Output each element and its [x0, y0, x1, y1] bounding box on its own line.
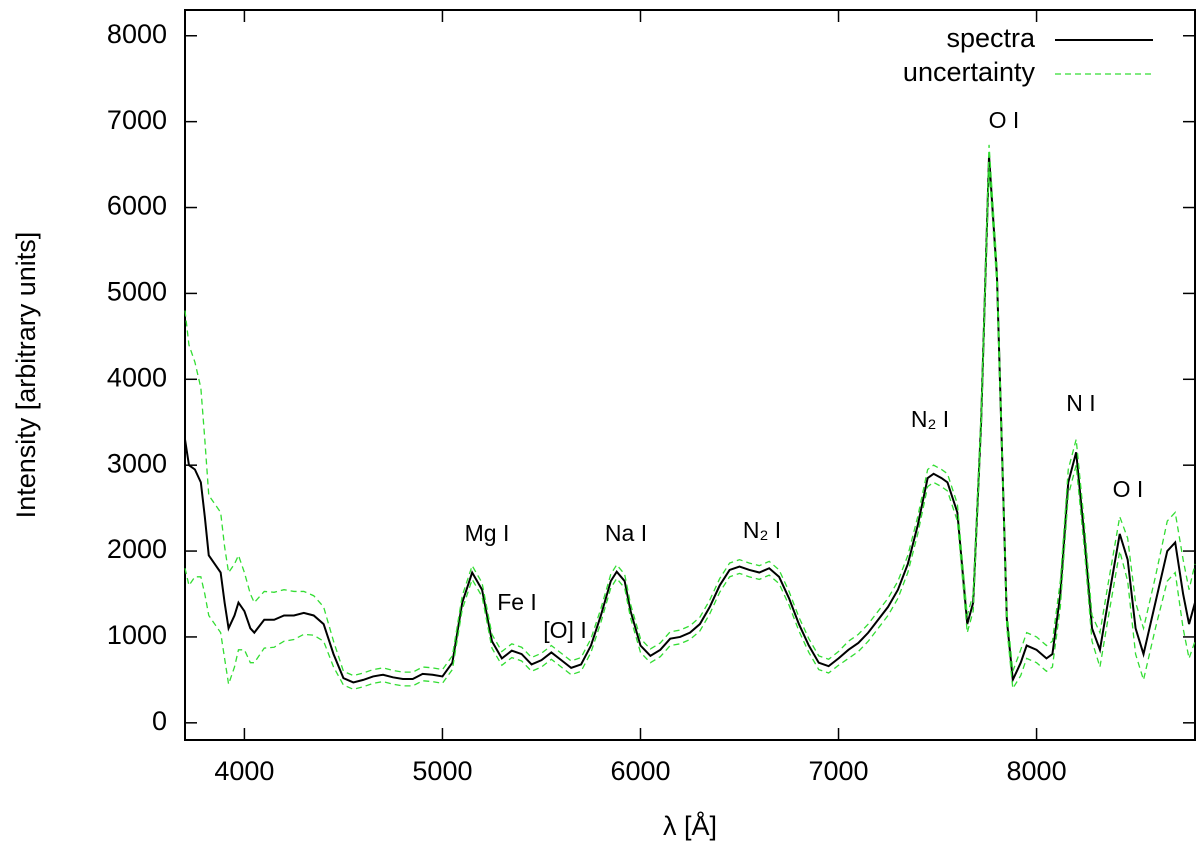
legend-label: spectra: [946, 23, 1036, 53]
y-tick-label: 2000: [107, 534, 167, 564]
line-annotation: Na I: [605, 520, 647, 546]
x-tick-label: 8000: [1007, 756, 1067, 786]
line-annotation: Mg I: [465, 520, 510, 546]
spectra-line: [184, 155, 1196, 684]
legend-label: uncertainty: [903, 57, 1036, 87]
uncertainty-lower: [184, 167, 1196, 691]
x-tick-label: 6000: [610, 756, 670, 786]
y-axis-label: Intensity [arbitrary units]: [11, 232, 41, 519]
line-annotation: O I: [1113, 476, 1144, 502]
y-tick-label: 4000: [107, 362, 167, 392]
x-axis-label: λ [Å]: [663, 810, 717, 841]
line-annotation: N₂ I: [743, 517, 781, 543]
x-tick-label: 5000: [412, 756, 472, 786]
y-tick-label: 8000: [107, 19, 167, 49]
plot-frame: [184, 9, 1196, 741]
line-annotation: O I: [989, 107, 1020, 133]
line-annotation: N I: [1066, 390, 1095, 416]
x-tick-label: 7000: [808, 756, 868, 786]
line-annotation: Fe I: [497, 589, 537, 615]
line-annotation: [O] I: [543, 617, 586, 643]
y-tick-label: 1000: [107, 620, 167, 650]
uncertainty-upper: [184, 144, 1196, 677]
y-tick-label: 5000: [107, 277, 167, 307]
y-tick-label: 6000: [107, 191, 167, 221]
y-tick-label: 7000: [107, 105, 167, 135]
line-annotation: N₂ I: [911, 406, 949, 432]
x-tick-label: 4000: [214, 756, 274, 786]
y-tick-label: 0: [152, 706, 167, 736]
y-tick-label: 3000: [107, 448, 167, 478]
